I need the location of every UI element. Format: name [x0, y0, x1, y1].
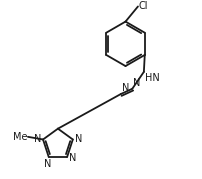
Text: N: N [44, 159, 51, 170]
Text: N: N [121, 83, 128, 93]
Text: Me: Me [13, 132, 27, 142]
Text: N: N [69, 153, 76, 163]
Text: N: N [75, 134, 82, 144]
Text: N: N [133, 78, 140, 88]
Text: HN: HN [144, 73, 159, 83]
Text: Cl: Cl [138, 1, 147, 11]
Text: N: N [33, 134, 41, 144]
